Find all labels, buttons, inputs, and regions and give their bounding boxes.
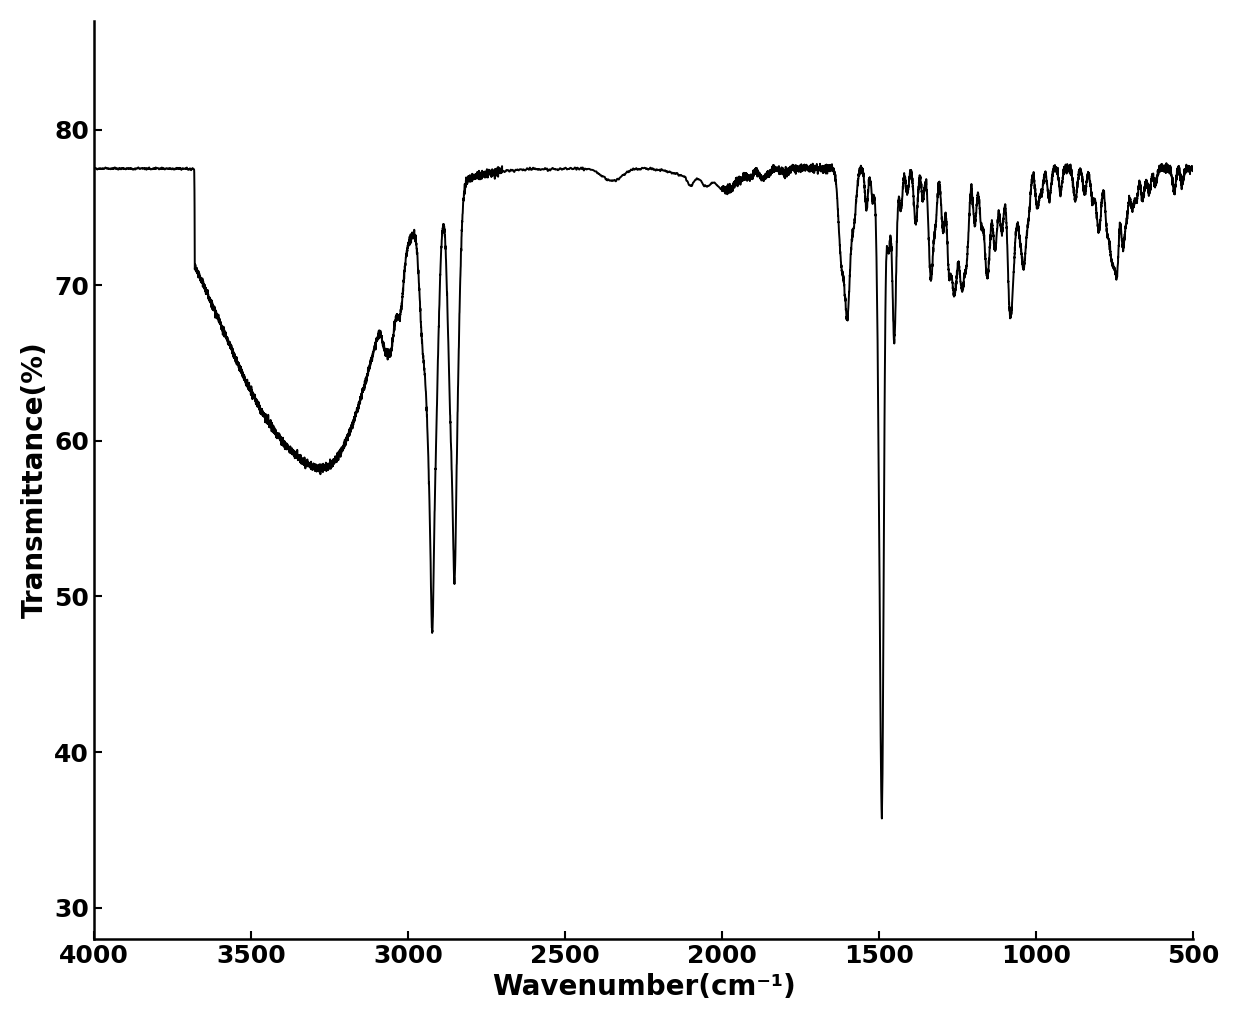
X-axis label: Wavenumber(cm⁻¹): Wavenumber(cm⁻¹) [492, 973, 795, 1002]
Y-axis label: Transmittance(%): Transmittance(%) [21, 341, 48, 618]
